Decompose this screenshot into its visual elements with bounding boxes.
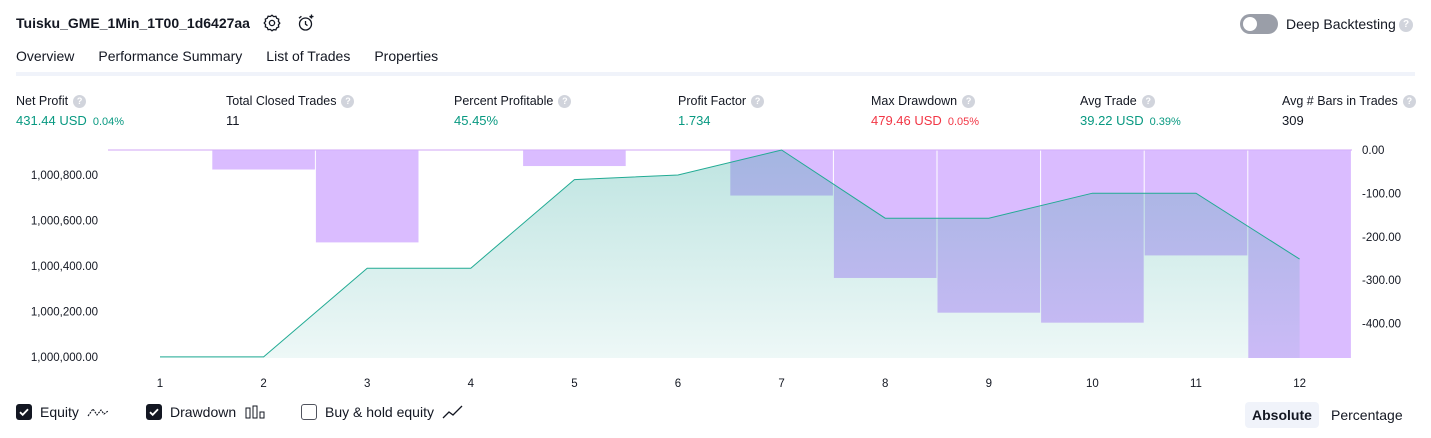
tab-bar: Overview Performance Summary List of Tra… <box>16 48 438 72</box>
metric-total-closed-trades: Total Closed Trades? 11 <box>226 94 354 128</box>
x-axis-tick-label: 10 <box>1086 378 1099 390</box>
metric-avg-trade: Avg Trade? 39.22 USD 0.39% <box>1080 94 1181 128</box>
drawdown-bar <box>212 150 315 170</box>
equity-line-icon <box>87 404 109 420</box>
tab-overview[interactable]: Overview <box>16 48 74 72</box>
help-icon[interactable]: ? <box>341 95 354 108</box>
metric-profit-factor: Profit Factor? 1.734 <box>678 94 764 128</box>
legend-drawdown[interactable]: Drawdown <box>146 404 266 420</box>
add-alert-icon[interactable] <box>296 13 316 33</box>
toggle-knob <box>1243 17 1257 31</box>
metric-percent: 0.39% <box>1150 116 1181 128</box>
metric-avg-bars-in-trades: Avg # Bars in Trades? 309 <box>1282 94 1416 128</box>
x-axis-tick-label: 7 <box>778 378 784 390</box>
x-axis-tick-label: 1 <box>157 378 163 390</box>
metric-percent-profitable: Percent Profitable? 45.45% <box>454 94 571 128</box>
metric-value: 1.734 <box>678 113 711 128</box>
tab-properties[interactable]: Properties <box>374 48 438 72</box>
x-axis-tick-label: 6 <box>675 378 681 390</box>
metric-value: 39.22 USD <box>1080 113 1144 128</box>
metric-percent: 0.05% <box>948 116 979 128</box>
drawdown-bar <box>523 150 626 166</box>
deep-backtesting-toggle[interactable] <box>1240 14 1278 34</box>
buy-hold-checkbox[interactable] <box>301 404 317 420</box>
help-icon[interactable]: ? <box>1142 95 1155 108</box>
tab-performance-summary[interactable]: Performance Summary <box>98 48 242 72</box>
right-axis-tick-label: -300.00 <box>1362 275 1401 287</box>
x-axis-tick-label: 2 <box>260 378 266 390</box>
x-axis-tick-label: 5 <box>571 378 577 390</box>
help-icon[interactable]: ? <box>962 95 975 108</box>
drawdown-checkbox[interactable] <box>146 404 162 420</box>
metric-label: Avg # Bars in Trades <box>1282 94 1398 108</box>
drawdown-bar <box>316 150 419 242</box>
tab-list-of-trades[interactable]: List of Trades <box>266 48 350 72</box>
metric-value: 479.46 USD <box>871 113 942 128</box>
tabs-divider <box>16 72 1415 76</box>
strategy-title: Tuisku_GME_1Min_1T00_1d6427aa <box>16 15 250 31</box>
metric-value: 45.45% <box>454 113 498 128</box>
absolute-mode-button[interactable]: Absolute <box>1245 402 1319 428</box>
metric-label: Net Profit <box>16 94 68 108</box>
help-icon[interactable]: ? <box>1403 95 1416 108</box>
left-axis-tick-label: 1,000,200.00 <box>31 306 98 318</box>
right-axis-tick-label: -200.00 <box>1362 232 1401 244</box>
equity-checkbox[interactable] <box>16 404 32 420</box>
drawdown-bars-icon <box>244 404 266 420</box>
legend-label: Buy & hold equity <box>325 404 434 420</box>
right-axis-tick-label: -100.00 <box>1362 188 1401 200</box>
legend-label: Equity <box>40 404 79 420</box>
metric-label: Profit Factor <box>678 94 746 108</box>
x-axis-tick-label: 4 <box>468 378 475 390</box>
metric-label: Total Closed Trades <box>226 94 336 108</box>
x-axis-tick-label: 3 <box>364 378 370 390</box>
help-icon[interactable]: ? <box>751 95 764 108</box>
x-axis-tick-label: 8 <box>882 378 888 390</box>
x-axis-tick-label: 11 <box>1190 378 1202 390</box>
left-axis-tick-label: 1,000,600.00 <box>31 215 98 227</box>
legend-buy-hold-equity[interactable]: Buy & hold equity <box>301 404 464 420</box>
help-icon[interactable]: ? <box>73 95 86 108</box>
buy-hold-line-icon <box>442 404 464 420</box>
metric-label: Avg Trade <box>1080 94 1137 108</box>
help-icon[interactable]: ? <box>558 95 571 108</box>
metric-label: Max Drawdown <box>871 94 957 108</box>
settings-icon[interactable] <box>262 13 282 33</box>
left-axis-tick-label: 1,000,400.00 <box>31 261 98 273</box>
x-axis-tick-label: 9 <box>986 378 992 390</box>
left-axis-tick-label: 1,000,800.00 <box>31 170 98 182</box>
metric-percent: 0.04% <box>93 116 124 128</box>
legend-equity[interactable]: Equity <box>16 404 109 420</box>
left-axis-tick-label: 1,000,000.00 <box>31 352 98 364</box>
help-icon[interactable]: ? <box>1399 18 1413 32</box>
metric-net-profit: Net Profit? 431.44 USD 0.04% <box>16 94 124 128</box>
x-axis-tick-label: 12 <box>1293 378 1306 390</box>
metric-label: Percent Profitable <box>454 94 553 108</box>
metric-value: 431.44 USD <box>16 113 87 128</box>
right-axis-tick-label: -400.00 <box>1362 319 1401 331</box>
equity-drawdown-chart: 1,000,000.00 1,000,200.00 1,000,400.00 1,00… <box>0 140 1431 395</box>
deep-backtesting-label: Deep Backtesting <box>1286 16 1396 32</box>
metric-value: 309 <box>1282 113 1304 128</box>
metric-value: 11 <box>226 113 240 128</box>
metric-max-drawdown: Max Drawdown? 479.46 USD 0.05% <box>871 94 979 128</box>
percentage-mode-button[interactable]: Percentage <box>1324 402 1410 428</box>
legend-label: Drawdown <box>170 404 236 420</box>
right-axis-tick-label: 0.00 <box>1362 145 1384 157</box>
